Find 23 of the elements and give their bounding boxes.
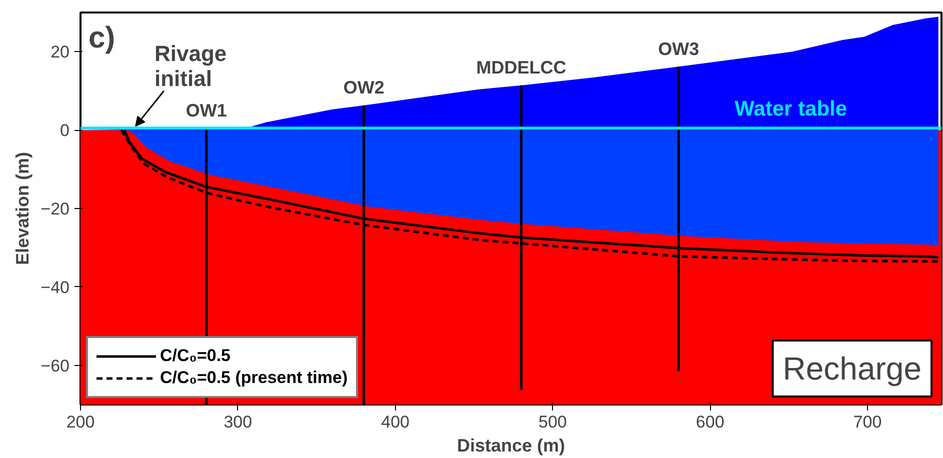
annotation: Recharge (782, 350, 922, 386)
y-tick-label: 20 (50, 42, 70, 62)
annotation: OW3 (658, 38, 700, 59)
y-tick-label: −60 (40, 356, 70, 376)
legend-label: C/C₀=0.5 (present time) (160, 368, 348, 388)
ref-line-label: Water table (734, 97, 848, 120)
x-tick-label: 500 (538, 412, 567, 432)
annotation: c) (88, 22, 116, 54)
x-tick-label: 700 (853, 412, 882, 432)
y-tick-label: −20 (40, 200, 70, 218)
annotation: OW2 (343, 78, 384, 98)
legend-label: C/C₀=0.5 (160, 346, 230, 366)
x-axis-title: Distance (m) (456, 436, 566, 456)
x-tick-label: 400 (381, 412, 410, 432)
annotation: OW1 (186, 100, 227, 120)
annotation: MDDELCC (476, 58, 566, 78)
y-tick-label: −40 (40, 278, 70, 297)
x-tick-label: 600 (696, 412, 724, 432)
annotation: Rivage initial (154, 40, 227, 91)
y-axis-title: Elevation (m) (12, 152, 33, 266)
x-tick-label: 300 (224, 412, 252, 432)
x-tick-label: 200 (66, 412, 95, 432)
y-tick-label: 0 (60, 121, 70, 140)
